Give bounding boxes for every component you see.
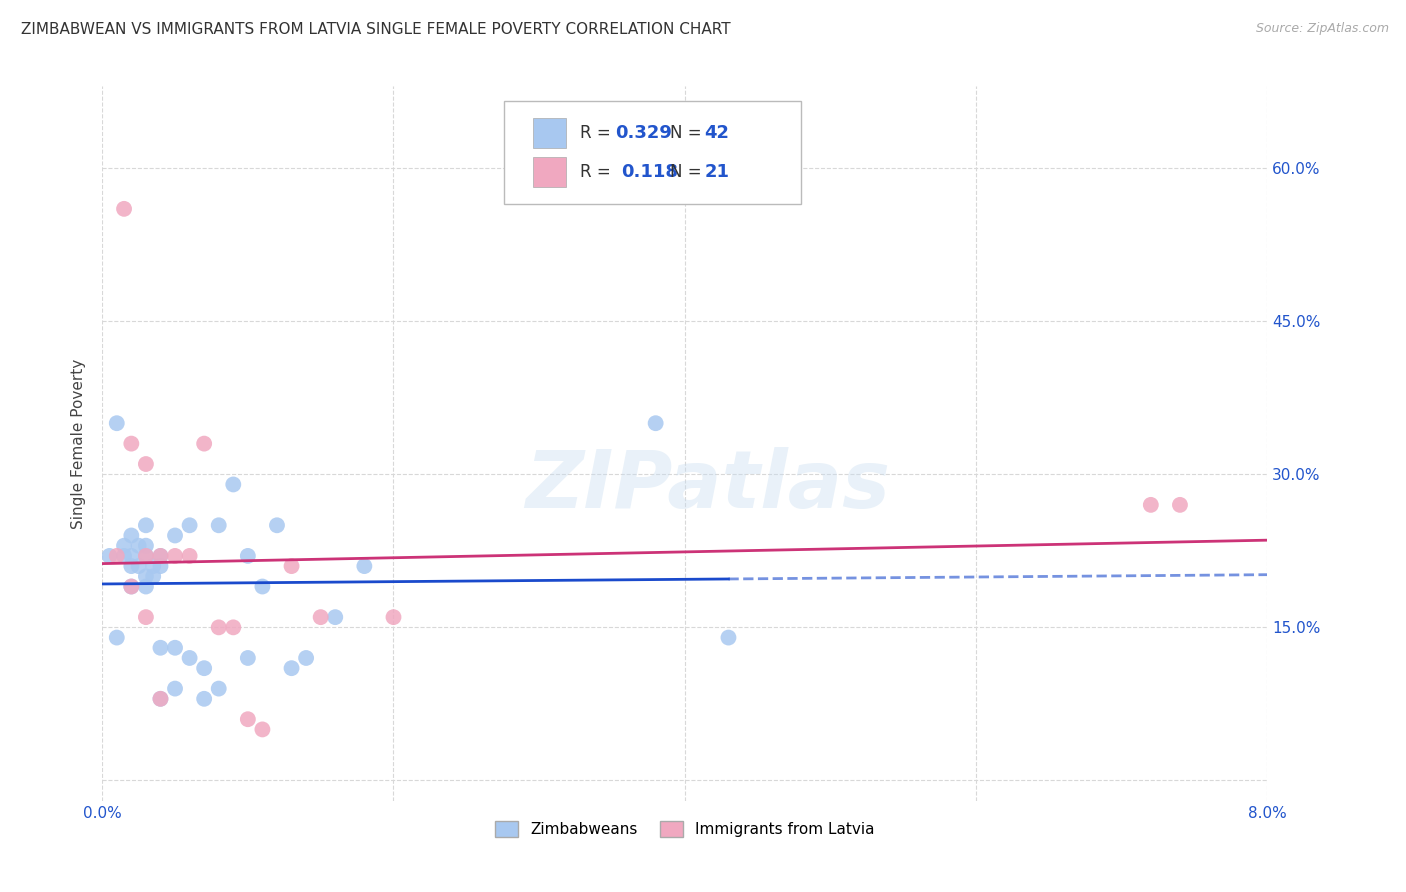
Point xyxy=(1140,498,1163,512)
Point xyxy=(163,640,186,655)
Point xyxy=(120,549,142,563)
Point xyxy=(105,416,128,430)
Point xyxy=(135,518,157,533)
Point xyxy=(353,559,375,574)
Point xyxy=(1168,498,1191,512)
FancyBboxPatch shape xyxy=(505,101,801,204)
Text: 0.329: 0.329 xyxy=(614,124,672,142)
Point xyxy=(135,610,157,624)
Text: R =: R = xyxy=(579,124,616,142)
Point xyxy=(105,549,128,563)
Point xyxy=(295,651,318,665)
Point xyxy=(222,620,245,634)
Point xyxy=(142,559,165,574)
Point xyxy=(222,477,245,491)
Point xyxy=(112,549,135,563)
Point xyxy=(193,691,215,706)
Point xyxy=(208,681,231,696)
Point xyxy=(112,202,135,216)
Point xyxy=(163,528,186,542)
Point xyxy=(163,681,186,696)
Point xyxy=(120,559,142,574)
Point xyxy=(163,549,186,563)
Point xyxy=(179,518,201,533)
Point xyxy=(208,518,231,533)
Point xyxy=(149,559,172,574)
Text: 21: 21 xyxy=(704,163,730,181)
Point xyxy=(382,610,405,624)
Point xyxy=(252,580,274,594)
Point xyxy=(149,691,172,706)
Point xyxy=(149,691,172,706)
Point xyxy=(120,580,142,594)
FancyBboxPatch shape xyxy=(533,118,567,148)
Legend: Zimbabweans, Immigrants from Latvia: Zimbabweans, Immigrants from Latvia xyxy=(489,815,882,843)
Text: 42: 42 xyxy=(704,124,730,142)
Point xyxy=(236,712,259,726)
Point xyxy=(644,416,666,430)
Point xyxy=(280,661,302,675)
Point xyxy=(105,631,128,645)
Point xyxy=(208,620,231,634)
Point xyxy=(128,539,150,553)
Point xyxy=(266,518,288,533)
Point xyxy=(135,549,157,563)
Text: R =: R = xyxy=(579,163,621,181)
Point xyxy=(135,539,157,553)
Point xyxy=(135,457,157,471)
Point xyxy=(149,640,172,655)
Point xyxy=(252,723,274,737)
Text: ZIMBABWEAN VS IMMIGRANTS FROM LATVIA SINGLE FEMALE POVERTY CORRELATION CHART: ZIMBABWEAN VS IMMIGRANTS FROM LATVIA SIN… xyxy=(21,22,731,37)
Text: N =: N = xyxy=(669,124,706,142)
Text: ZIPatlas: ZIPatlas xyxy=(526,448,890,525)
Point xyxy=(149,549,172,563)
Point xyxy=(135,580,157,594)
FancyBboxPatch shape xyxy=(533,157,567,187)
Point xyxy=(149,549,172,563)
Point xyxy=(717,631,740,645)
Point xyxy=(112,539,135,553)
Text: N =: N = xyxy=(669,163,706,181)
Text: Source: ZipAtlas.com: Source: ZipAtlas.com xyxy=(1256,22,1389,36)
Point xyxy=(120,580,142,594)
Point xyxy=(193,436,215,450)
Point xyxy=(280,559,302,574)
Point xyxy=(236,651,259,665)
Point xyxy=(135,569,157,583)
Point xyxy=(142,569,165,583)
Point xyxy=(179,651,201,665)
Y-axis label: Single Female Poverty: Single Female Poverty xyxy=(72,359,86,529)
Point xyxy=(309,610,332,624)
Point xyxy=(120,528,142,542)
Point xyxy=(120,436,142,450)
Point xyxy=(135,549,157,563)
Point xyxy=(193,661,215,675)
Point xyxy=(236,549,259,563)
Point xyxy=(179,549,201,563)
Point xyxy=(98,549,121,563)
Point xyxy=(323,610,346,624)
Point xyxy=(128,559,150,574)
Text: 0.118: 0.118 xyxy=(620,163,678,181)
